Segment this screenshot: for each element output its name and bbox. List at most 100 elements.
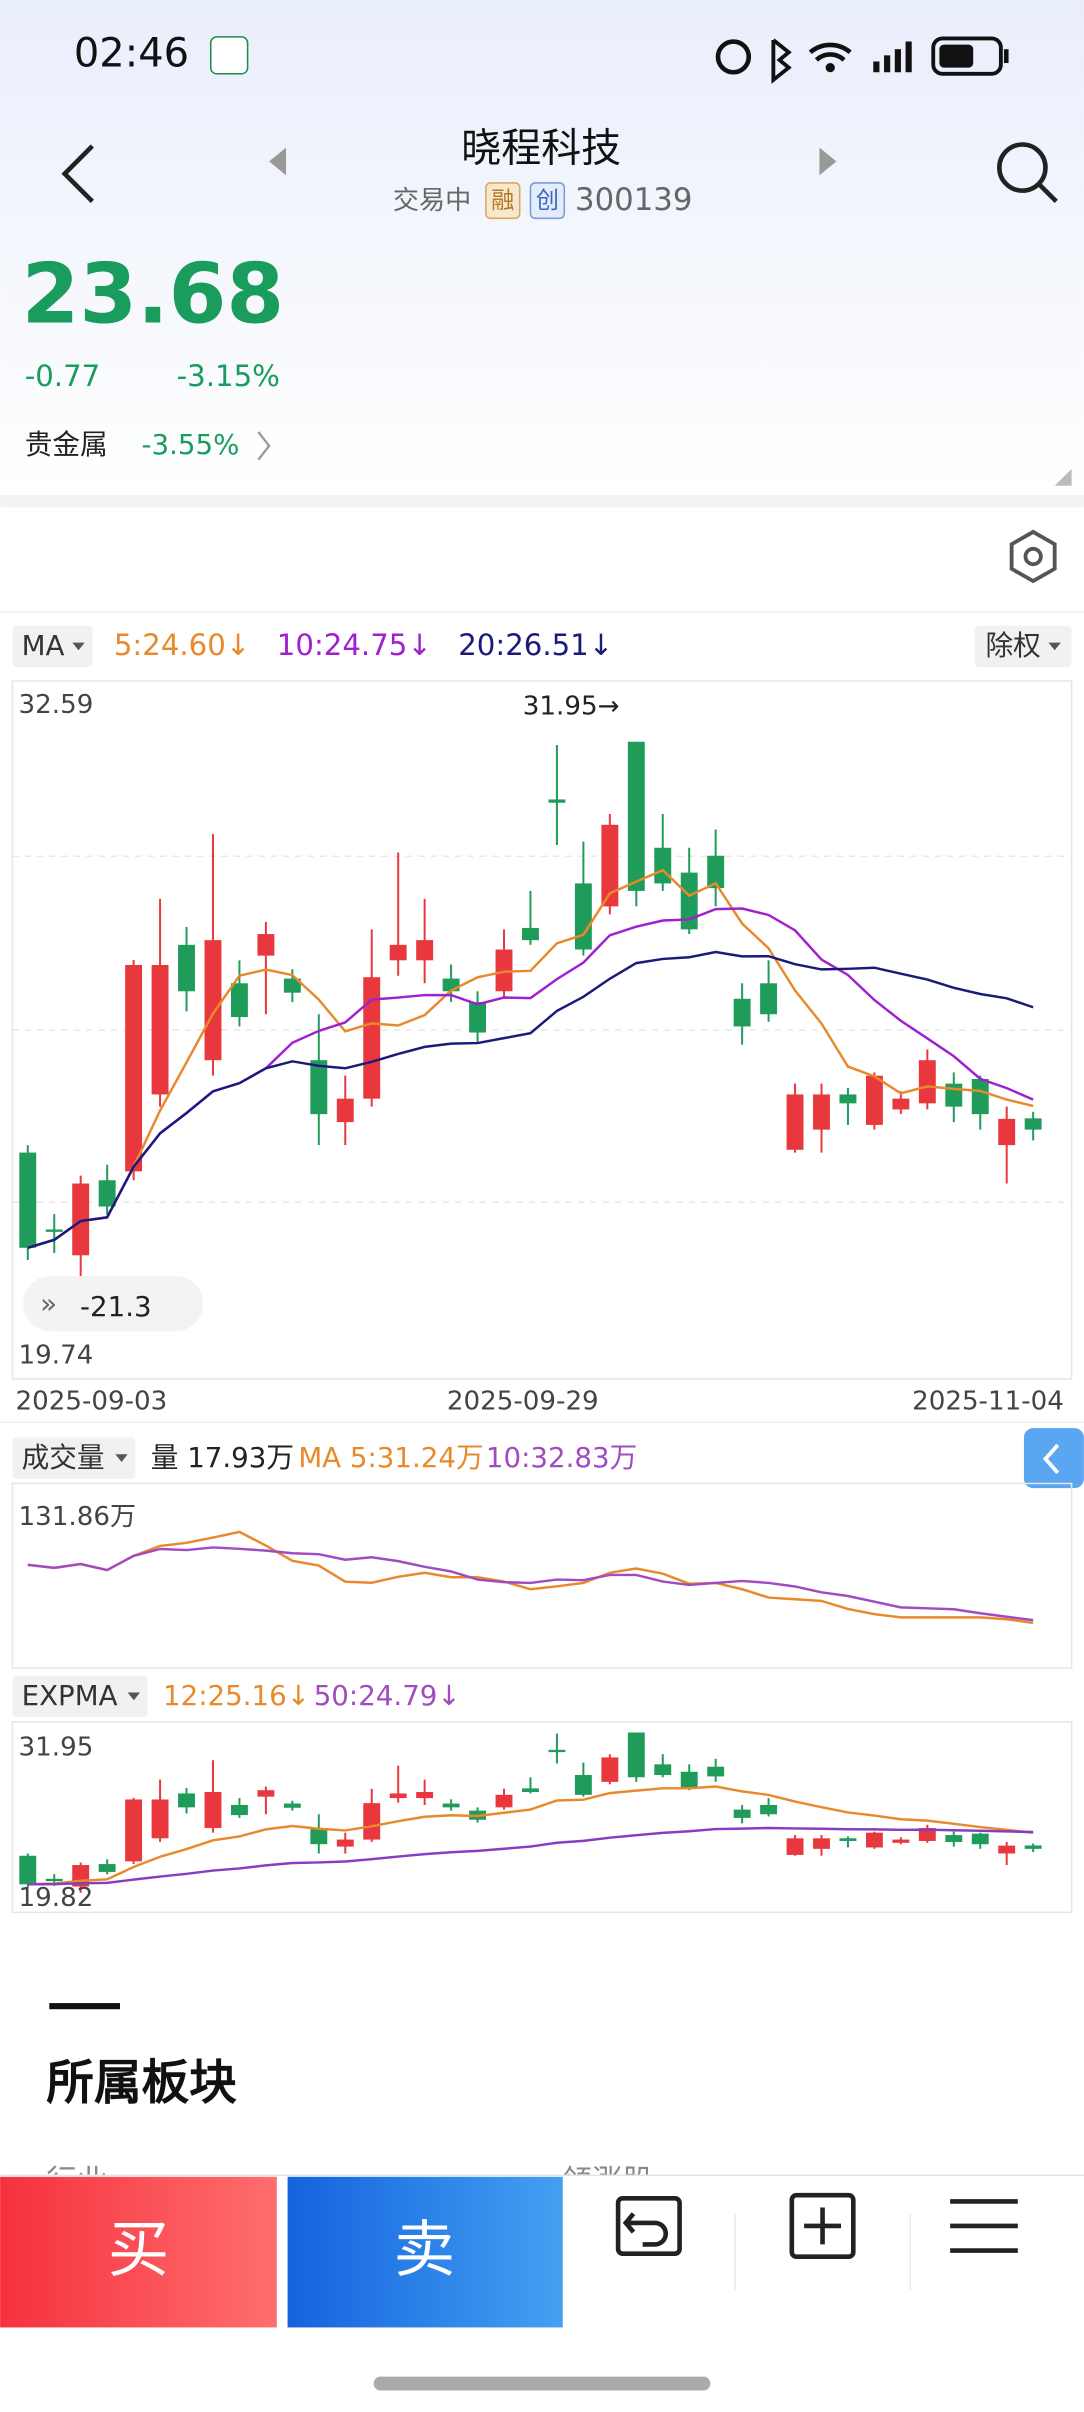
app-icon xyxy=(209,36,249,75)
candle-body xyxy=(416,940,434,961)
candle-body xyxy=(495,949,513,992)
candle-body xyxy=(204,1792,222,1829)
status-time: 02:46 xyxy=(74,30,189,76)
candle-body xyxy=(257,1790,275,1797)
settings-dot xyxy=(1023,546,1043,567)
candle-body xyxy=(733,998,751,1027)
candle-body xyxy=(786,1838,804,1855)
adjust-selector[interactable] xyxy=(974,625,1072,668)
candle-body xyxy=(363,1803,381,1840)
settings-button[interactable] xyxy=(1009,529,1057,584)
candle-body xyxy=(892,1098,910,1110)
candle-body xyxy=(865,1832,883,1848)
low-badge[interactable] xyxy=(23,1275,204,1332)
candle-body xyxy=(310,1060,328,1115)
candle-body xyxy=(442,1803,460,1808)
candle-body xyxy=(389,1793,407,1799)
sector-pct: -3.55% xyxy=(142,428,240,461)
search-button[interactable] xyxy=(997,142,1048,193)
expma12-line xyxy=(27,1785,1034,1886)
candle-body xyxy=(257,934,275,956)
candle-body xyxy=(839,1838,857,1841)
sell-button[interactable] xyxy=(287,2176,563,2328)
change-pct: -3.15% xyxy=(177,359,280,393)
volume-ma10: 10:32.83万 xyxy=(486,1441,637,1474)
candle-body xyxy=(125,965,143,1172)
ma-indicator: MA xyxy=(22,629,65,662)
sector[interactable]: 贵金属 xyxy=(25,428,108,461)
header-bg xyxy=(0,0,1084,496)
candle-body xyxy=(680,1771,698,1789)
tag-box xyxy=(485,182,521,220)
candle-body xyxy=(654,847,672,884)
search-handle xyxy=(1037,182,1058,204)
candle-body xyxy=(733,1809,751,1818)
candle-body xyxy=(998,1845,1016,1854)
candle-body xyxy=(680,872,698,930)
sell-label: 卖 xyxy=(394,2214,455,2286)
candle-body xyxy=(601,1757,619,1782)
candle-body xyxy=(45,1878,63,1882)
dropdown-arrow xyxy=(72,642,85,651)
expma-50: 50:24.79↓ xyxy=(314,1679,461,1712)
candle-body xyxy=(786,1094,804,1150)
candle-body xyxy=(548,1749,566,1753)
trade-status: 交易中 xyxy=(393,186,471,216)
candle-body xyxy=(283,1803,301,1808)
home-indicator xyxy=(373,2376,711,2391)
separator xyxy=(0,495,1084,508)
candle-body xyxy=(416,1792,434,1799)
ma-selector[interactable] xyxy=(12,625,93,668)
back-button[interactable] xyxy=(61,144,94,204)
volume-indicator: 成交量 xyxy=(22,1441,105,1474)
candle-body xyxy=(178,1793,195,1808)
change: -0.77 xyxy=(25,359,101,393)
tab-underline xyxy=(49,2003,121,2010)
candle-body xyxy=(574,1775,592,1795)
candle-body xyxy=(548,799,566,803)
date-label: 2025-11-04 xyxy=(912,1387,1064,1417)
tag: 融 xyxy=(491,188,514,214)
candle-body xyxy=(336,1839,354,1847)
ma20-line xyxy=(27,950,1034,1249)
candle-body xyxy=(495,1794,513,1808)
kline-top-label: 32.59 xyxy=(19,690,94,720)
candle-body xyxy=(125,1799,143,1862)
candle-body xyxy=(654,1764,672,1776)
candle-body xyxy=(72,1183,90,1256)
candle-body xyxy=(230,983,248,1018)
candle-body xyxy=(918,1828,936,1841)
side-panel-button[interactable] xyxy=(1023,1428,1084,1489)
candle-body xyxy=(813,1838,830,1849)
ma10: 10:24.75↓ xyxy=(277,628,432,662)
expma-12: 12:25.16↓ xyxy=(163,1679,310,1712)
sector-arrow xyxy=(257,431,271,461)
candle-body xyxy=(813,1094,830,1130)
candle-body xyxy=(283,978,301,993)
candle-body xyxy=(98,1180,116,1207)
stock-code: 300139 xyxy=(575,182,692,218)
candle-body xyxy=(230,1804,248,1816)
candle-body xyxy=(971,1833,989,1845)
volume-current: 量 17.93万 xyxy=(151,1441,294,1474)
buy-button[interactable] xyxy=(0,2176,277,2328)
ma5: 5:24.60↓ xyxy=(114,628,250,662)
date-label: 2025-09-29 xyxy=(447,1387,599,1417)
volume-selector[interactable] xyxy=(12,1437,136,1479)
grid-decor xyxy=(12,855,1072,1203)
prev-stock[interactable] xyxy=(269,147,287,176)
candle-body xyxy=(627,741,645,891)
candle-body xyxy=(627,1732,645,1778)
candle-body xyxy=(918,1060,936,1104)
tag: 创 xyxy=(536,188,559,214)
next-stock[interactable] xyxy=(819,147,837,176)
dropdown-arrow xyxy=(115,1454,128,1462)
kline-bottom-label: 19.74 xyxy=(19,1340,94,1370)
expma-bottom-label: 19.82 xyxy=(19,1883,94,1913)
ma20: 20:26.51↓ xyxy=(458,628,613,662)
candle-body xyxy=(574,883,592,950)
volume-ma10 xyxy=(27,1546,1034,1622)
expma-selector[interactable] xyxy=(12,1675,148,1718)
price: 23.68 xyxy=(22,246,285,343)
